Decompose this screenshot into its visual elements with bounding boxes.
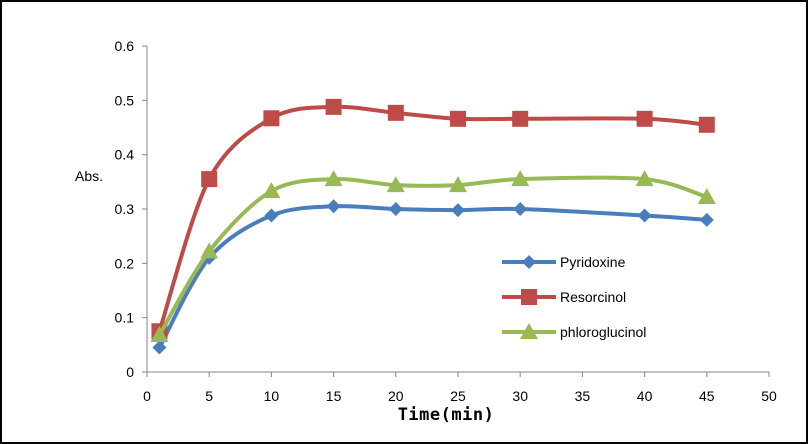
- x-tick-label: 50: [761, 388, 777, 404]
- y-tick-label: 0.6: [115, 38, 135, 54]
- legend-label: phloroglucinol: [560, 324, 646, 340]
- data-point: [152, 340, 167, 355]
- data-point: [451, 203, 465, 218]
- y-tick-label: 0.1: [115, 310, 135, 326]
- legend-marker: [521, 289, 537, 305]
- legend: Pyridoxine Resorcinol phloroglucinol: [502, 254, 646, 340]
- y-tick-label: 0.4: [115, 147, 135, 163]
- x-tick-label: 35: [575, 388, 591, 404]
- data-point: [387, 104, 404, 121]
- data-point: [263, 110, 280, 127]
- data-point: [637, 208, 652, 223]
- data-point: [386, 176, 405, 193]
- y-tick-label: 0.2: [115, 255, 135, 271]
- legend-label: Resorcinol: [560, 289, 626, 305]
- data-point: [324, 170, 343, 187]
- x-tick-label: 10: [264, 388, 280, 404]
- series-phloroglucinol: [150, 170, 716, 343]
- axes: 0 0.1 0.2 0.3 0.4 0.5 0.6 0 5 10 15 20 25 30 35 40 45 50: [115, 38, 777, 404]
- data-point: [201, 171, 218, 188]
- data-point: [636, 110, 653, 127]
- y-tick-label: 0.5: [115, 92, 135, 108]
- legend-item: Pyridoxine: [502, 254, 626, 270]
- legend-item: phloroglucinol: [502, 323, 646, 340]
- y-tick-label: 0.3: [115, 201, 135, 217]
- data-point: [450, 110, 466, 127]
- data-point: [512, 110, 529, 127]
- x-tick-label: 20: [388, 388, 404, 404]
- data-point: [635, 170, 654, 187]
- x-tick-label: 0: [143, 388, 151, 404]
- x-tick-label: 30: [512, 388, 528, 404]
- series-group: [150, 98, 716, 355]
- x-tick-label: 25: [450, 388, 466, 404]
- x-tick-label: 5: [205, 388, 213, 404]
- data-point: [325, 98, 342, 115]
- legend-label: Pyridoxine: [560, 254, 626, 270]
- legend-item: Resorcinol: [502, 289, 626, 305]
- data-point: [697, 188, 716, 205]
- legend-marker: [522, 255, 536, 269]
- x-tick-label: 40: [637, 388, 653, 404]
- data-point: [150, 326, 169, 343]
- data-point: [698, 116, 715, 133]
- legend-marker: [520, 323, 538, 339]
- x-axis-title: Time(min): [398, 405, 495, 425]
- data-point: [511, 170, 530, 187]
- data-point: [326, 199, 341, 214]
- x-tick-label: 45: [699, 388, 715, 404]
- y-axis-title: Abs.: [75, 168, 103, 184]
- data-point: [449, 176, 467, 193]
- x-tick-label: 15: [326, 388, 342, 404]
- data-point: [388, 202, 403, 216]
- data-point: [264, 208, 279, 223]
- y-tick-label: 0: [126, 364, 134, 380]
- data-point: [513, 202, 528, 216]
- data-point: [200, 242, 219, 259]
- data-point: [262, 182, 281, 199]
- data-point: [699, 212, 714, 227]
